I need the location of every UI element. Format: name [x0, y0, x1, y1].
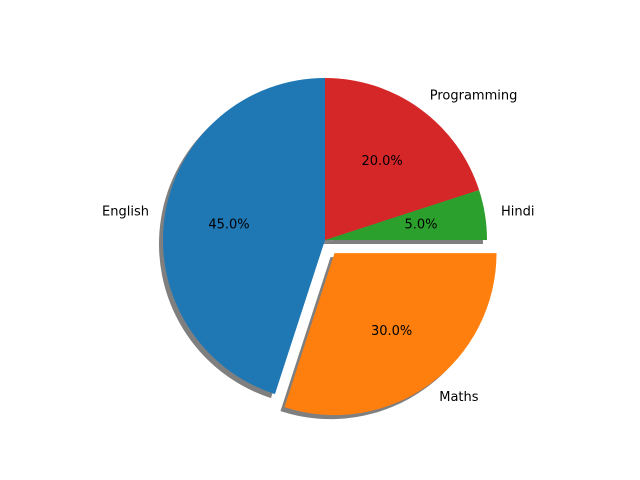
- pct-label-english: 45.0%: [208, 217, 249, 232]
- pct-label-hindi: 5.0%: [404, 217, 437, 232]
- pct-label-programming: 20.0%: [361, 154, 402, 169]
- pie-wedges: [163, 78, 497, 416]
- wedge-english: [163, 78, 325, 395]
- slice-labels: English 45.0% Maths 30.0% Hindi 5.0% Programmi…: [102, 88, 534, 404]
- pct-label-maths: 30.0%: [371, 324, 412, 339]
- slice-label-english: English: [102, 205, 149, 220]
- wedge-programming: [325, 78, 480, 240]
- wedge-hindi: [325, 189, 487, 240]
- wedge-maths: [284, 253, 497, 416]
- slice-label-programming: Programming: [430, 88, 518, 103]
- slice-label-maths: Maths: [439, 390, 479, 405]
- slice-label-hindi: Hindi: [501, 205, 535, 220]
